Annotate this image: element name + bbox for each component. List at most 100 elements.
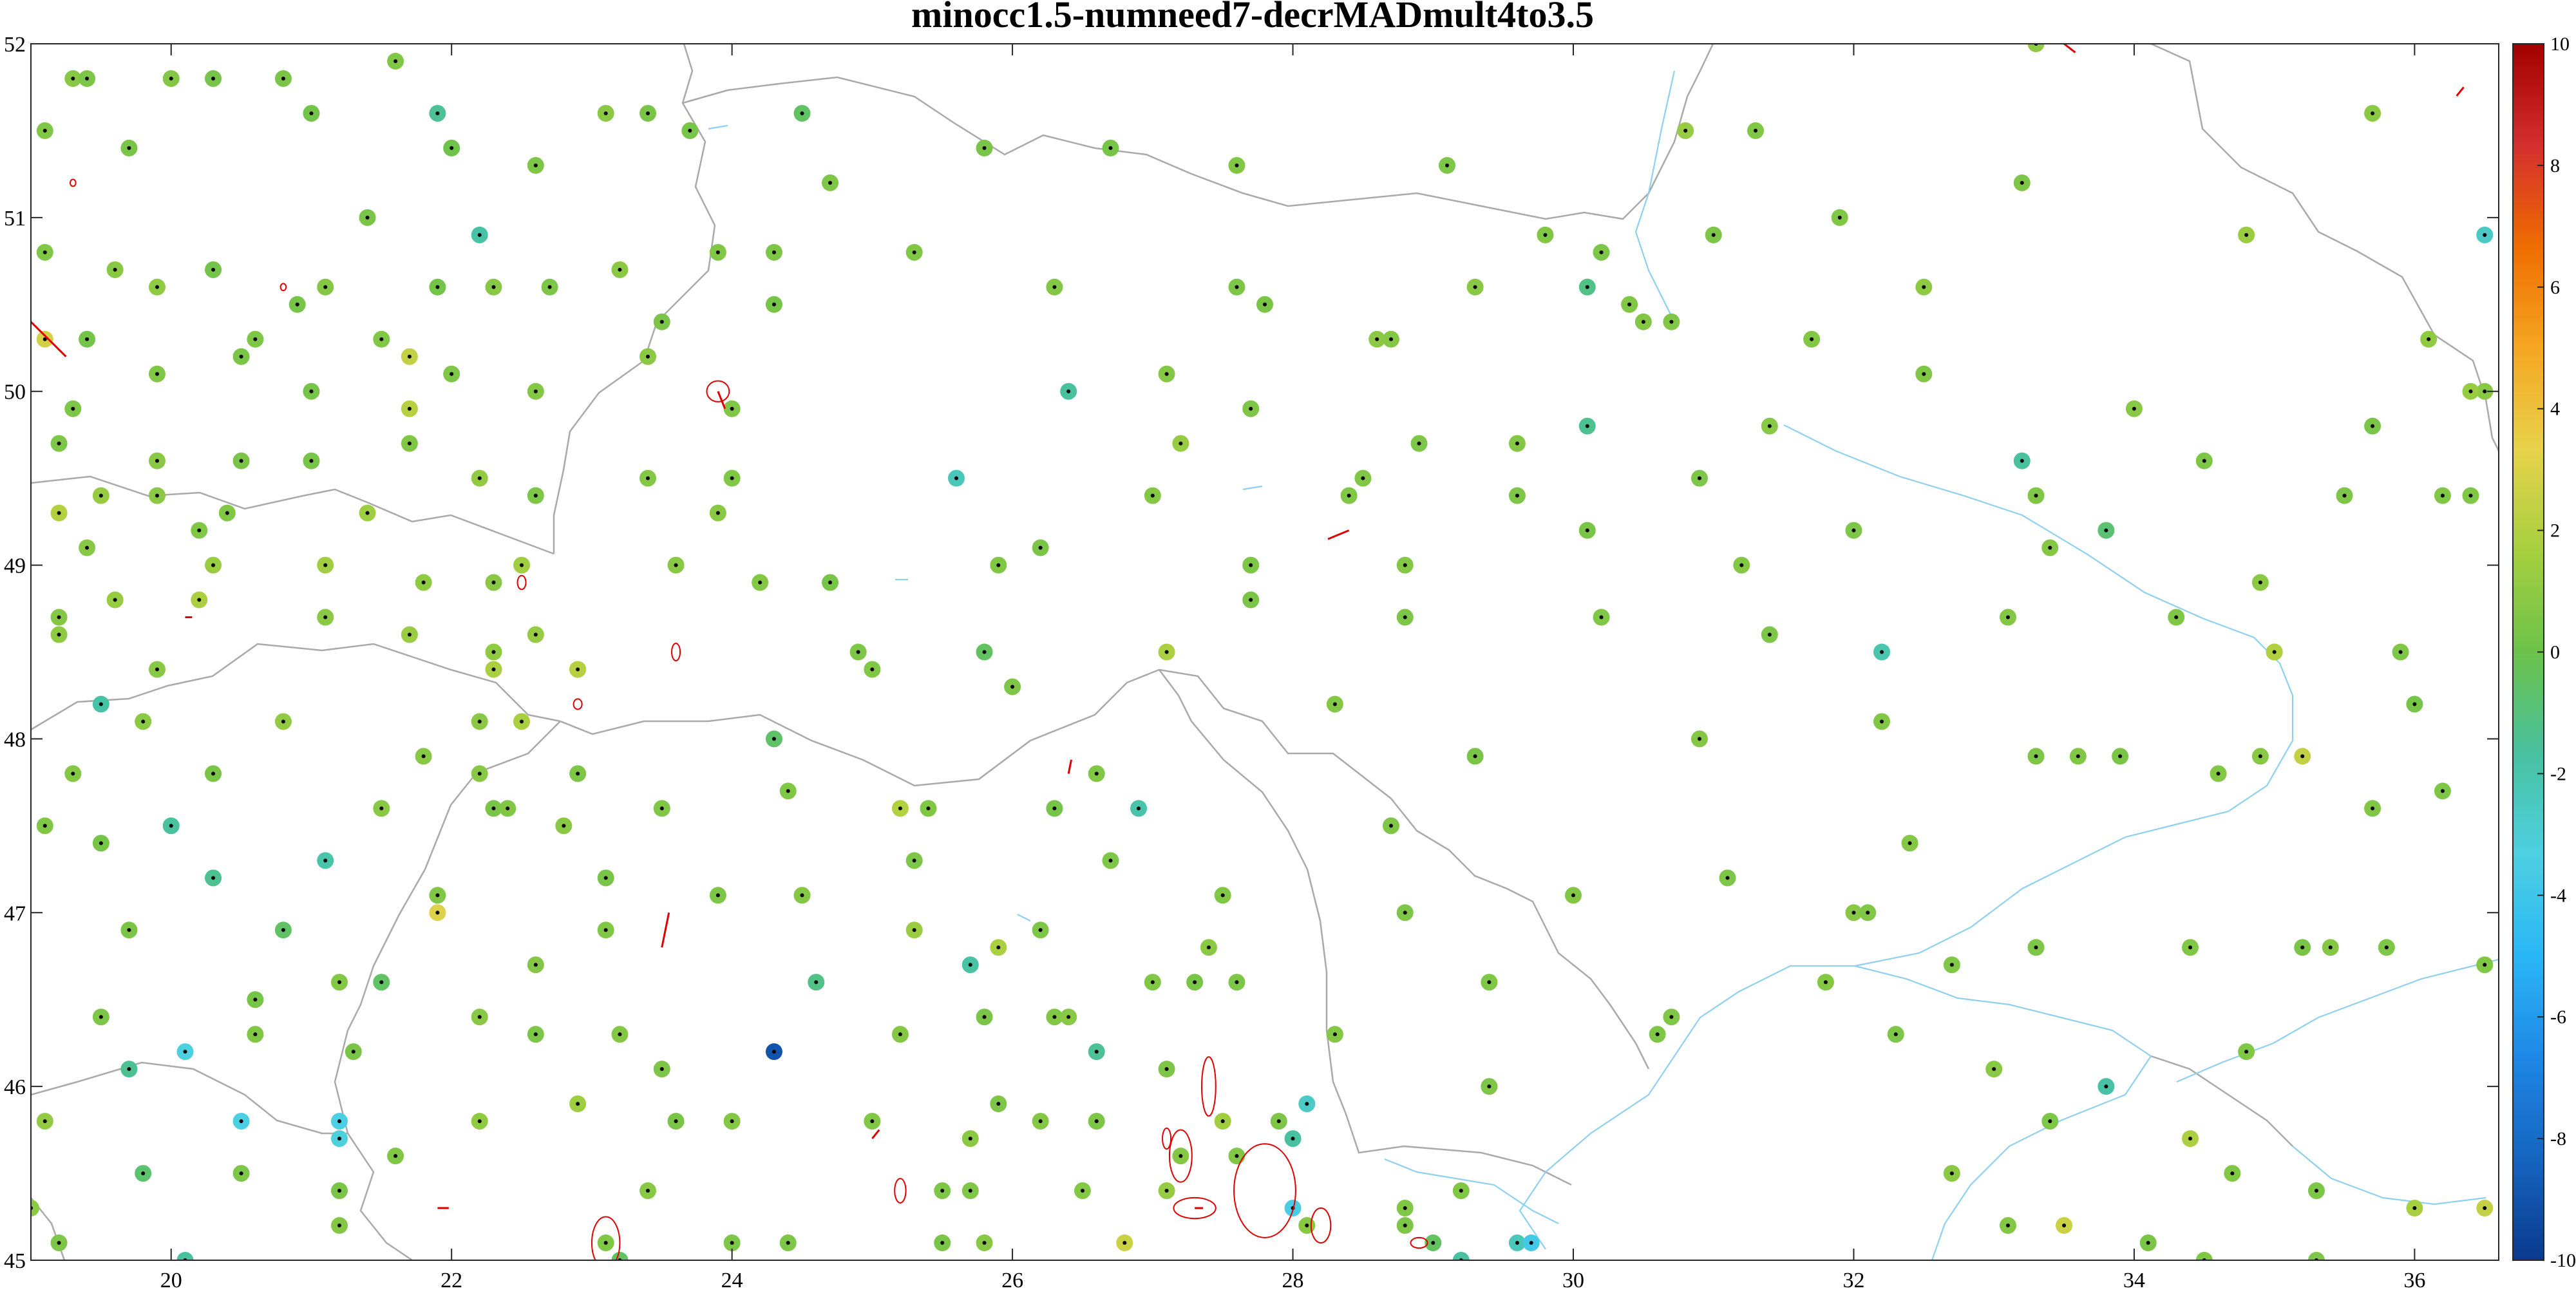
station-marker [1452, 1182, 1470, 1200]
station-vector [2062, 1224, 2067, 1228]
station-marker [2238, 1043, 2255, 1061]
colorbar-tick-label: -8 [2550, 1128, 2566, 1149]
station-marker [1522, 1234, 1540, 1252]
colorbar: -10 -8 -6 -4 -2 0 2 4 6 8 10 [2512, 33, 2576, 1271]
station-marker [822, 574, 839, 591]
station-vector [982, 146, 987, 150]
station-vector [1193, 980, 1197, 985]
station-marker [990, 939, 1007, 956]
station-vector [547, 285, 552, 289]
station-vector [1263, 302, 1267, 307]
rejected-layer [31, 44, 2465, 1260]
station-vector [155, 458, 159, 463]
station-marker [723, 469, 741, 487]
station-marker [303, 383, 320, 400]
station-marker [36, 243, 53, 261]
station-marker [429, 104, 446, 122]
station-vector [898, 1032, 902, 1037]
station-vector [393, 59, 398, 63]
station-marker [2125, 400, 2143, 417]
station-marker [191, 522, 208, 539]
station-marker [401, 400, 418, 417]
station-disc [2027, 44, 2045, 52]
station-vector [968, 963, 972, 967]
y-tick-label: 49 [4, 554, 26, 578]
station-marker [1719, 869, 1736, 887]
station-vector [1697, 476, 1701, 480]
station-vector [1992, 1067, 1996, 1072]
station-vector [407, 354, 412, 359]
station-vector [2314, 1189, 2318, 1193]
station-vector [1010, 685, 1015, 689]
station-vector [2468, 389, 2473, 393]
station-marker [1396, 556, 1414, 574]
station-marker [779, 1234, 797, 1252]
station-vector [141, 719, 146, 724]
station-vector [1599, 615, 1604, 619]
station-vector [674, 563, 678, 567]
station-marker [120, 922, 138, 939]
station-vector [1249, 563, 1253, 567]
station-marker [723, 400, 741, 417]
station-marker [79, 70, 96, 87]
station-marker [961, 1130, 979, 1148]
station-marker [50, 435, 68, 452]
station-vector [1739, 563, 1744, 567]
station-marker [1859, 904, 1877, 922]
station-marker [471, 1008, 488, 1026]
station-vector [197, 528, 202, 533]
station-vector [1515, 493, 1519, 498]
station-marker [1284, 1200, 1302, 1217]
station-vector [365, 511, 370, 515]
station-marker [2364, 417, 2382, 435]
station-marker [1761, 417, 1778, 435]
station-vector [603, 876, 608, 880]
station-marker [2336, 487, 2353, 504]
station-marker [1284, 1130, 1302, 1148]
station-marker [793, 887, 811, 904]
border-romania-serbia [334, 1030, 413, 1260]
rejected-ellipse [1173, 1196, 1217, 1220]
station-vector [520, 719, 524, 724]
station-marker [317, 556, 334, 574]
station-vector [155, 285, 159, 289]
station-vector [1038, 545, 1043, 550]
colorbar-tick-label: -10 [2550, 1250, 2576, 1271]
station-vector [239, 458, 243, 463]
station-marker [1396, 1200, 1414, 1217]
station-marker [1565, 887, 1582, 904]
rejected-vector [1327, 529, 1350, 540]
x-tick-label: 28 [1282, 1269, 1304, 1292]
station-marker [1508, 487, 1526, 504]
station-vector [1122, 1241, 1127, 1245]
station-marker [64, 400, 82, 417]
station-marker [1088, 765, 1105, 782]
station-vector [435, 111, 440, 115]
station-marker [1242, 400, 1260, 417]
station-vector [603, 928, 608, 932]
station-vector [1711, 232, 1716, 237]
station-marker [232, 452, 250, 469]
station-marker [2476, 956, 2494, 974]
station-vector [772, 737, 776, 741]
station-marker [990, 556, 1007, 574]
rejected-ellipse [1233, 1143, 1296, 1238]
station-marker [1172, 1148, 1189, 1165]
station-marker [1593, 609, 1610, 626]
station-marker [1873, 713, 1890, 730]
station-vector [576, 667, 580, 672]
station-vector [127, 1067, 131, 1072]
station-vector [1066, 1015, 1071, 1019]
station-marker [2462, 383, 2479, 400]
station-marker [205, 869, 222, 887]
station-marker [611, 261, 629, 278]
station-vector [926, 806, 931, 811]
station-marker [905, 922, 923, 939]
station-marker [1396, 1217, 1414, 1234]
station-marker [2056, 1217, 2073, 1234]
station-marker [1256, 296, 1273, 313]
station-marker [1634, 313, 1652, 330]
station-marker [443, 139, 460, 156]
station-vector [1276, 1119, 1281, 1124]
station-marker [1915, 365, 1933, 383]
